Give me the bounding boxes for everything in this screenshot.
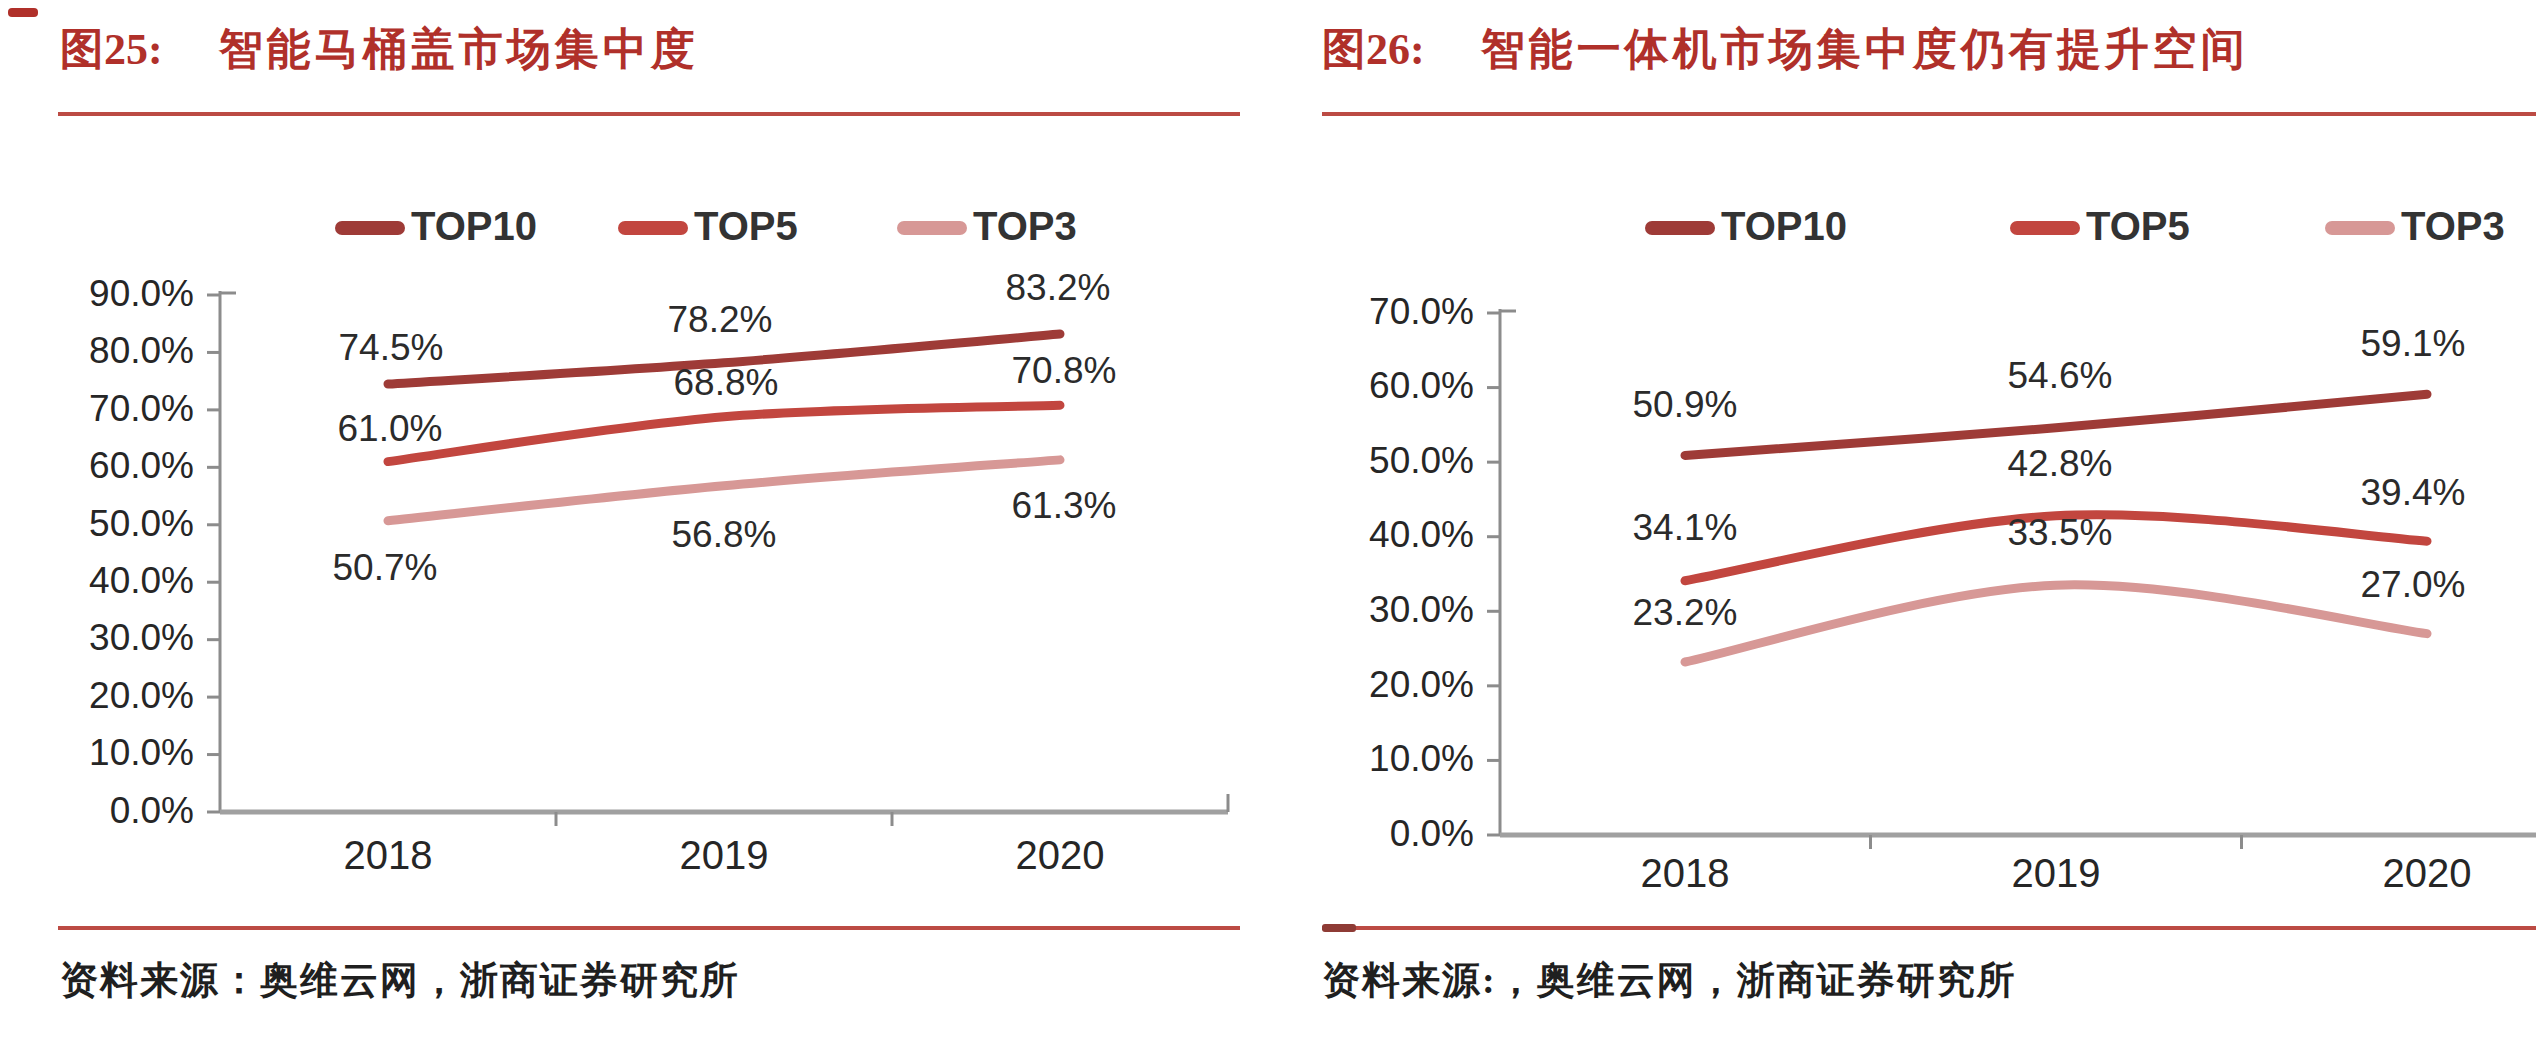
x-category-label: 2018 [1641, 851, 1730, 895]
y-tick-label: 10.0% [89, 732, 194, 773]
data-label-top3-2019: 33.5% [2008, 512, 2113, 553]
x-category-label: 2018 [344, 833, 433, 877]
data-label-top10-2019: 54.6% [2008, 355, 2113, 396]
y-tick-label: 10.0% [1369, 738, 1474, 779]
y-tick-label: 40.0% [1369, 514, 1474, 555]
y-tick-label: 50.0% [89, 503, 194, 544]
legend-label-top5: TOP5 [2086, 204, 2190, 248]
legend-swatch-top5 [618, 221, 688, 235]
legend-label-top5: TOP5 [694, 204, 798, 248]
y-tick-label: 60.0% [1369, 365, 1474, 406]
y-tick-label: 60.0% [89, 445, 194, 486]
data-label-top3-2019: 56.8% [672, 514, 777, 555]
data-label-top5-2020: 70.8% [1012, 350, 1117, 391]
data-label-top3-2018: 50.7% [333, 547, 438, 588]
data-label-top10-2020: 59.1% [2361, 323, 2466, 364]
x-category-label: 2019 [680, 833, 769, 877]
report-page: 图25:智能马桶盖市场集中度 资料来源：奥维云网，浙商证券研究所 图26:智能一… [0, 0, 2544, 1042]
y-tick-label: 40.0% [89, 560, 194, 601]
y-tick-label: 0.0% [110, 790, 194, 831]
legend-label-top3: TOP3 [2401, 204, 2505, 248]
y-tick-label: 90.0% [89, 273, 194, 314]
data-label-top3-2020: 61.3% [1012, 485, 1117, 526]
data-label-top5-2019: 68.8% [674, 362, 779, 403]
legend-label-top10: TOP10 [411, 204, 537, 248]
data-label-top10-2018: 74.5% [339, 327, 444, 368]
series-line-top3 [388, 460, 1060, 521]
data-label-top5-2020: 39.4% [2361, 472, 2466, 513]
y-tick-label: 0.0% [1390, 813, 1474, 854]
legend-label-top3: TOP3 [973, 204, 1077, 248]
legend-swatch-top10 [1645, 221, 1715, 235]
data-label-top10-2020: 83.2% [1006, 267, 1111, 308]
series-line-top5 [388, 405, 1060, 461]
y-tick-label: 70.0% [89, 388, 194, 429]
data-label-top5-2018: 34.1% [1633, 507, 1738, 548]
data-label-top3-2020: 27.0% [2361, 564, 2466, 605]
x-category-label: 2020 [1016, 833, 1105, 877]
data-label-top10-2019: 78.2% [668, 299, 773, 340]
data-label-top3-2018: 23.2% [1633, 592, 1738, 633]
legend-label-top10: TOP10 [1721, 204, 1847, 248]
y-tick-label: 20.0% [1369, 664, 1474, 705]
legend-swatch-top10 [335, 221, 405, 235]
y-tick-label: 20.0% [89, 675, 194, 716]
series-line-top3 [1685, 585, 2427, 662]
charts-canvas: TOP10 TOP5 TOP3 0.0% 10.0% 20.0% 30.0% 40.0% 50.… [0, 0, 2544, 1042]
data-label-top10-2018: 50.9% [1633, 384, 1738, 425]
data-label-top5-2018: 61.0% [338, 408, 443, 449]
y-tick-label: 30.0% [89, 617, 194, 658]
y-tick-label: 30.0% [1369, 589, 1474, 630]
legend-swatch-top3 [897, 221, 967, 235]
legend-swatch-top3 [2325, 221, 2395, 235]
legend-swatch-top5 [2010, 221, 2080, 235]
y-tick-label: 50.0% [1369, 440, 1474, 481]
x-category-label: 2019 [2012, 851, 2101, 895]
y-tick-label: 80.0% [89, 330, 194, 371]
data-label-top5-2019: 42.8% [2008, 443, 2113, 484]
y-tick-label: 70.0% [1369, 291, 1474, 332]
x-category-label: 2020 [2383, 851, 2472, 895]
